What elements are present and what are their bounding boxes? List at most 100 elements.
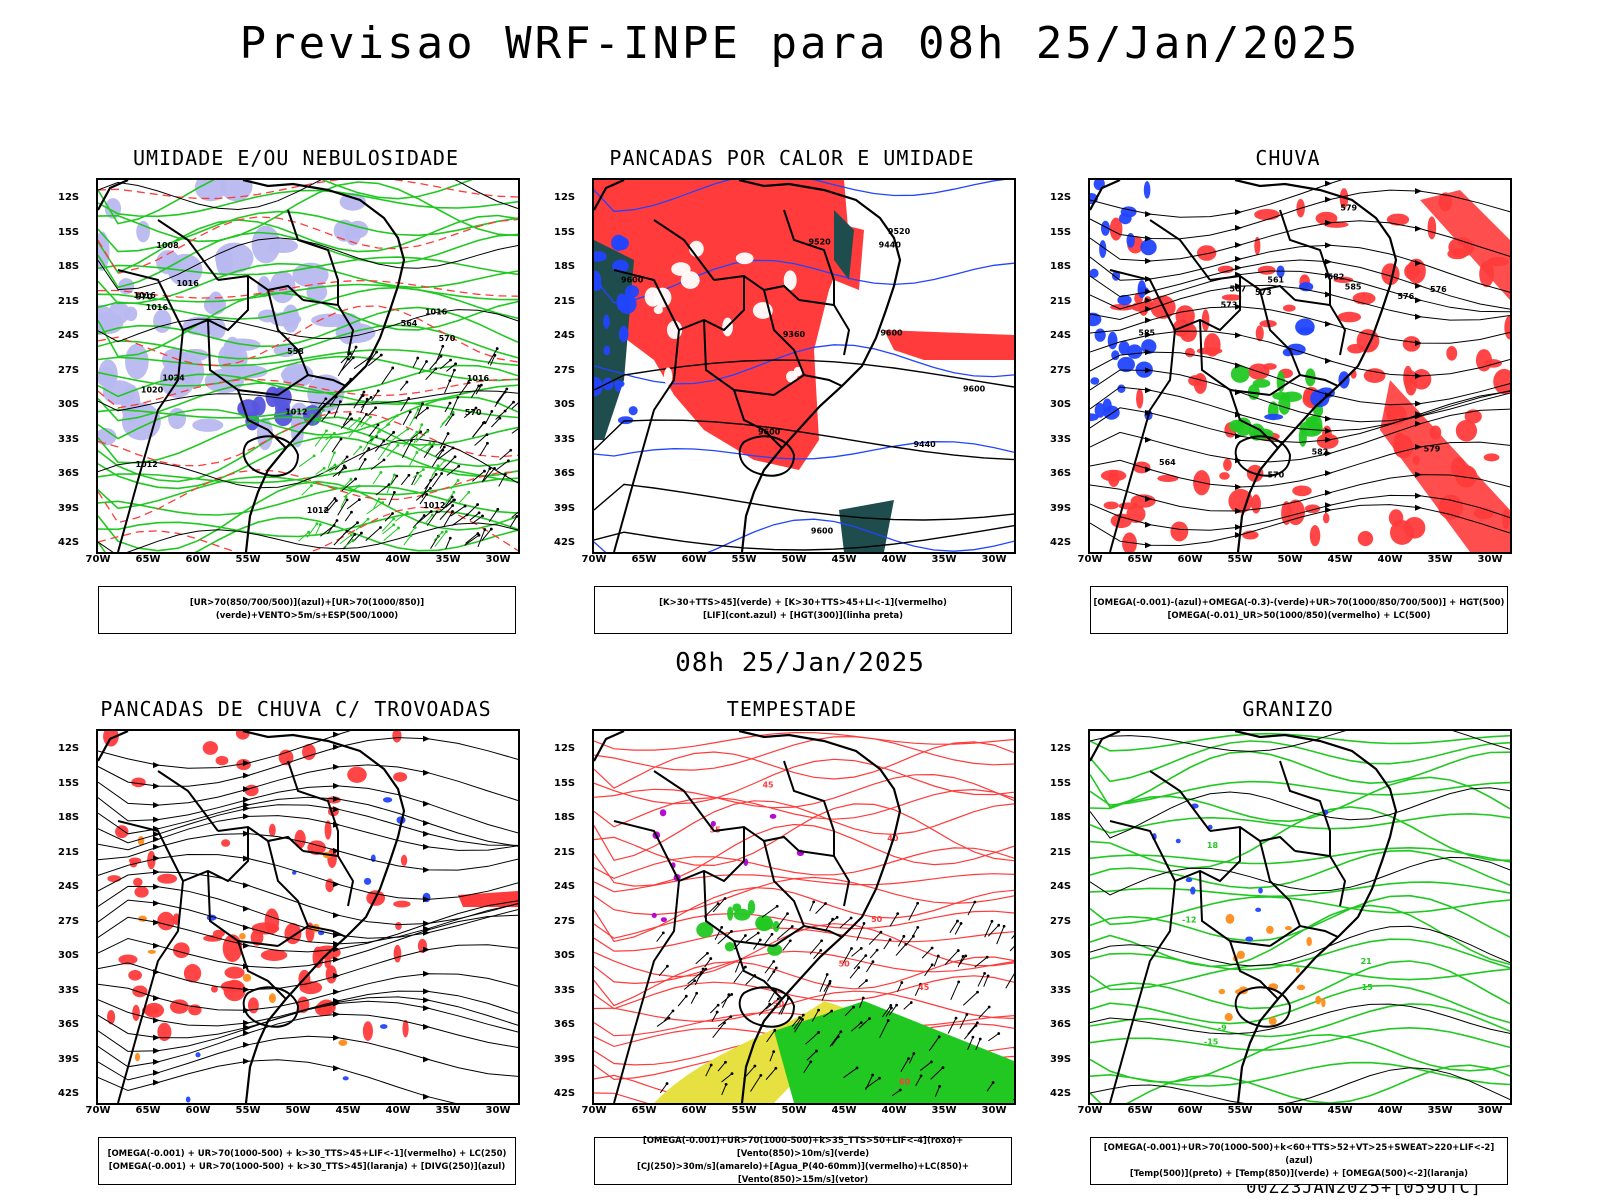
humidity-contour-green (98, 291, 518, 358)
streamline-arrow (153, 1069, 160, 1076)
wind-vector-head (886, 1019, 890, 1022)
map-umidade: 1016 1016 1012 1012 1012 1024 1020 1016 1012 1008… (96, 178, 520, 554)
wind-vector (326, 500, 337, 512)
wind-vector-head (976, 990, 979, 994)
streamline-arrow (1325, 415, 1332, 422)
contour-label: 1012 (307, 506, 329, 515)
streamline-arrow (423, 800, 430, 807)
wind-vector-green-head (358, 417, 362, 420)
temp850-contour-green (1090, 896, 1510, 926)
wind-vector-head (973, 900, 977, 904)
humidity-contour-green (98, 210, 518, 253)
streamline-arrow (1145, 317, 1152, 324)
wind-vector (475, 384, 482, 395)
wind-vector-head (798, 1016, 802, 1019)
wind-vector-green (403, 535, 412, 546)
wind-vector-head (354, 345, 358, 349)
wind-vector-head (498, 416, 502, 420)
border-line (287, 209, 339, 305)
wind-vector-green-head (456, 479, 460, 482)
wind-vector (663, 1010, 674, 1022)
wind-vector (888, 1004, 898, 1016)
panel-title: PANCADAS DE CHUVA C/ TROVOADAS (100, 697, 492, 721)
precipitable-water-contour-red (594, 923, 1014, 978)
hgt500-contour (1090, 386, 1510, 432)
rain-area-blue (1118, 212, 1132, 225)
border-line (302, 299, 355, 356)
wind-vector-green-head (419, 474, 422, 478)
storm-area-red (235, 731, 250, 740)
precipitable-water-contour-red (594, 741, 1014, 789)
streamline-arrow (1235, 283, 1242, 290)
wind-vector-head (435, 510, 439, 514)
wind-vector (415, 487, 431, 501)
wind-vector-green-head (395, 414, 399, 418)
streamline-arrow (153, 855, 160, 862)
wind-vector-green (412, 469, 424, 478)
streamline-arrow (1235, 484, 1242, 490)
lon-tick-label: 50W (285, 554, 311, 565)
wind-vector-green-head (333, 451, 336, 455)
contour-label: 9600 (963, 384, 986, 393)
wind-vector-head (441, 448, 445, 452)
omega500-area-orange (1236, 950, 1245, 960)
wind-vector (344, 511, 352, 522)
wind-vector-head (772, 960, 776, 963)
wind-vector-head (434, 367, 438, 371)
wind-vector (1005, 973, 1014, 989)
legend-line-2: [CJ(250)>30m/s](amarelo)+[Agua_P(40-60mm… (636, 1162, 970, 1185)
map-overlay: 1016 1016 1012 1012 1012 1024 1020 1016 1012 1008… (98, 180, 518, 552)
streamline-arrow (1145, 387, 1152, 394)
precipitable-water-contour-red (594, 873, 1014, 893)
wind-vector (809, 940, 823, 955)
wind-vector-green (386, 474, 395, 494)
contour-label: 564 (401, 319, 418, 328)
wind-vector (704, 958, 712, 968)
wind-vector-head (493, 353, 497, 357)
wind-vector (446, 465, 460, 476)
border-line (1259, 840, 1301, 927)
temp850-contour-green (1090, 1026, 1510, 1051)
streamline-arrow (333, 956, 340, 963)
wind-vector (900, 1058, 909, 1073)
contour-label: 564 (1159, 458, 1176, 467)
wind-vector-head (859, 946, 863, 950)
lat-tick-label: 12S (58, 743, 80, 754)
rain-area-blue (1111, 350, 1120, 361)
wind-vector (930, 1067, 944, 1080)
storm-area-red (203, 935, 223, 942)
wind-vector (767, 971, 775, 982)
wind-vector (481, 468, 491, 483)
wind-vector-head (776, 997, 780, 1001)
lat-tick-label: 27S (58, 364, 80, 376)
rain-area-green (1229, 419, 1245, 432)
lat-tick-label: 39S (58, 1053, 80, 1065)
storm-area-red (395, 921, 402, 931)
thickness-contour-red (98, 180, 518, 200)
wind-vector (868, 931, 882, 945)
humidity-area-blue (335, 322, 376, 344)
wind-vector (443, 496, 453, 509)
wind-vector-head (345, 498, 349, 502)
lat-tick-label: 21S (554, 295, 576, 307)
wind-vector-head (684, 994, 688, 998)
rain-area-red (1286, 499, 1305, 526)
lat-tick-label: 39S (1050, 502, 1072, 514)
wind-vector-head (1002, 924, 1006, 928)
wind-vector-head (758, 938, 762, 942)
wind-vector-green (348, 423, 361, 438)
wind-vector (721, 994, 730, 1008)
streamline (98, 804, 518, 846)
humidity-contour-green (98, 396, 518, 440)
rain-area-blue (1090, 377, 1100, 385)
streamline-arrow (1415, 444, 1422, 450)
wind-vector-green (343, 485, 360, 498)
wind-vector (435, 446, 445, 457)
hgt500-contour (1090, 408, 1510, 463)
wind-vector (511, 428, 518, 434)
wind-vector (963, 1025, 977, 1040)
streamline-arrow (153, 1058, 160, 1065)
wind-vector-head (930, 963, 934, 967)
temp850-contour-green (1090, 960, 1510, 1010)
lon-tick-label: 55W (235, 1105, 261, 1116)
